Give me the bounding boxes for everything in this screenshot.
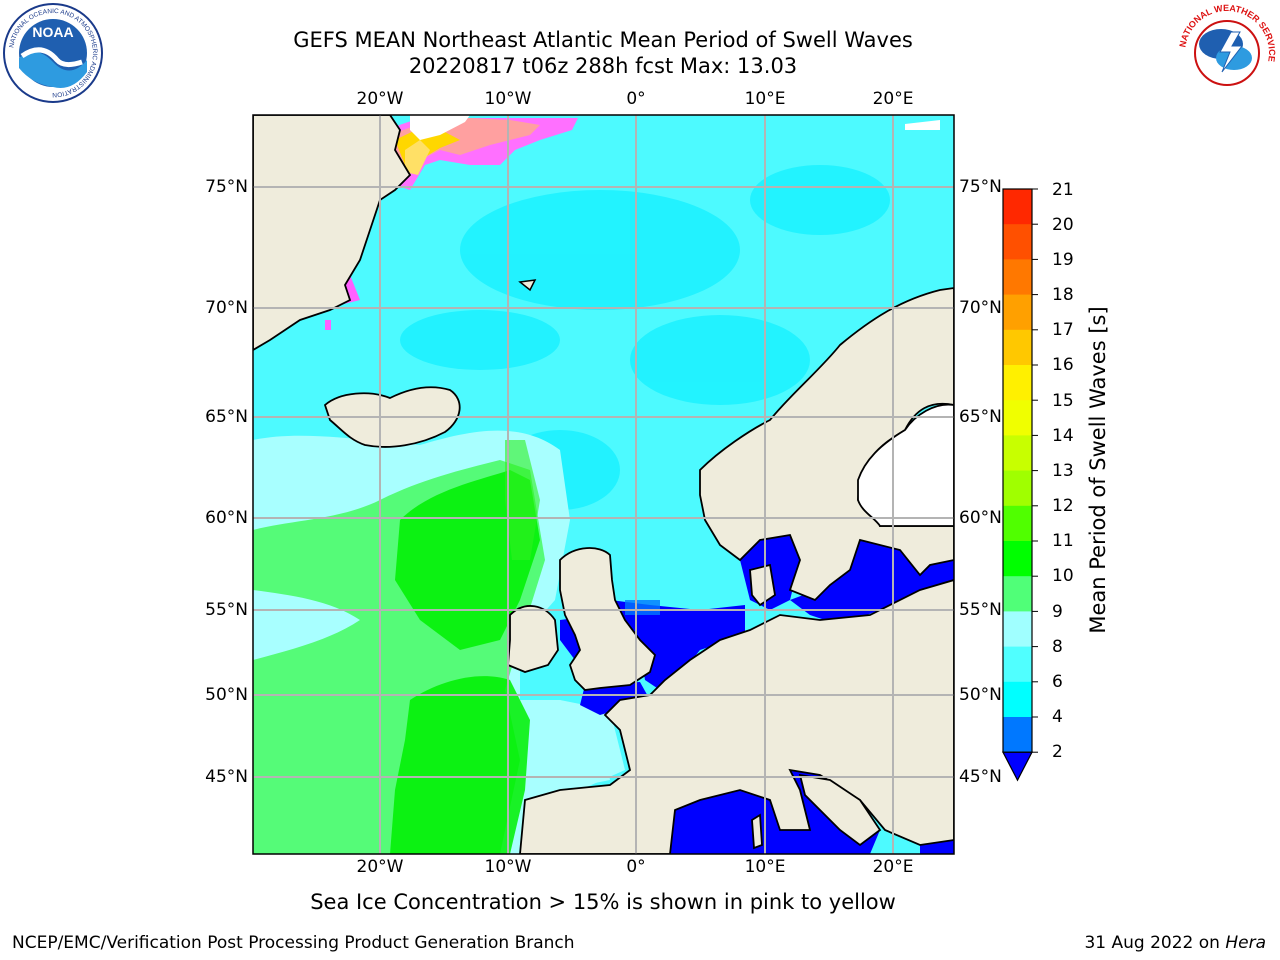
colorbar-segment bbox=[1003, 717, 1032, 753]
colorbar-segment bbox=[1003, 329, 1032, 366]
colorbar-tick-label: 4 bbox=[1052, 707, 1063, 727]
colorbar-tick-label: 12 bbox=[1052, 496, 1074, 516]
noaa-logo-text: NOAA bbox=[32, 24, 73, 40]
colorbar-tick-label: 13 bbox=[1052, 461, 1074, 481]
lon-label-top: 10°E bbox=[744, 89, 786, 109]
colorbar-segment bbox=[1003, 294, 1032, 331]
footer-date-text: 31 Aug 2022 on bbox=[1084, 933, 1226, 953]
colorbar-tick-label: 2 bbox=[1052, 742, 1063, 762]
colorbar-segment bbox=[1003, 505, 1032, 542]
colorbar-tick-label: 8 bbox=[1052, 637, 1063, 657]
graticule bbox=[253, 115, 954, 854]
land-masses bbox=[253, 115, 954, 854]
colorbar-tick-label: 9 bbox=[1052, 602, 1063, 622]
colorbar-tick-label: 17 bbox=[1052, 320, 1074, 340]
footer-credit: NCEP/EMC/Verification Post Processing Pr… bbox=[12, 933, 575, 953]
scandinavia bbox=[699, 287, 954, 602]
lon-label-top: 10°W bbox=[484, 89, 532, 109]
colorbar-tick-label: 16 bbox=[1052, 355, 1074, 375]
swell-region-10-11s bbox=[395, 470, 540, 650]
colorbar-label: Mean Period of Swell Waves [s] bbox=[1086, 306, 1110, 634]
colorbar-segment bbox=[1003, 189, 1032, 225]
lat-label-left: 50°N bbox=[205, 685, 248, 705]
lon-label-bottom: 10°E bbox=[744, 857, 786, 877]
lon-label-bottom: 10°W bbox=[484, 857, 532, 877]
colorbar-tick-label: 11 bbox=[1052, 531, 1074, 551]
colorbar-segment bbox=[1003, 259, 1032, 296]
greenland bbox=[253, 115, 412, 352]
lon-label-top: 20°E bbox=[872, 89, 914, 109]
lat-label-left: 75°N bbox=[205, 177, 248, 197]
colorbar-segment bbox=[1003, 646, 1032, 683]
colorbar-segment bbox=[1003, 224, 1032, 260]
colorbar-segment bbox=[1003, 435, 1032, 472]
colorbar-segment bbox=[1003, 470, 1032, 507]
colorbar-segment bbox=[1003, 541, 1032, 577]
denmark bbox=[749, 563, 776, 607]
colorbar-tick-label: 19 bbox=[1052, 250, 1074, 270]
chart-title: GEFS MEAN Northeast Atlantic Mean Period… bbox=[293, 28, 913, 52]
colorbar-tick-label: 6 bbox=[1052, 672, 1063, 692]
lat-label-right: 55°N bbox=[959, 600, 1002, 620]
colorbar-tick-label: 20 bbox=[1052, 215, 1074, 235]
lon-label-bottom: 20°E bbox=[872, 857, 914, 877]
continental-europe bbox=[519, 579, 954, 854]
lon-label-top: 20°W bbox=[356, 89, 404, 109]
ireland bbox=[507, 605, 559, 673]
great-britain bbox=[559, 547, 657, 691]
colorbar-tick-label: 18 bbox=[1052, 285, 1074, 305]
lat-label-right: 50°N bbox=[959, 685, 1002, 705]
footer-date: 31 Aug 2022 on Hera bbox=[1084, 933, 1266, 953]
lon-label-bottom: 20°W bbox=[356, 857, 404, 877]
colorbar-tick-label: 15 bbox=[1052, 391, 1074, 411]
colorbar-segment bbox=[1003, 365, 1032, 401]
lat-label-right: 45°N bbox=[959, 767, 1002, 787]
nws-logo: NATIONAL WEATHER SERVICE bbox=[1177, 3, 1277, 102]
colorbar bbox=[1002, 188, 1038, 782]
colorbar-segment bbox=[1003, 681, 1032, 718]
colorbar-segment bbox=[1003, 576, 1032, 612]
lat-label-left: 55°N bbox=[205, 600, 248, 620]
colorbar-tick-label: 14 bbox=[1052, 426, 1074, 446]
lon-label-top: 0° bbox=[626, 89, 646, 109]
colorbar-segment bbox=[1003, 400, 1032, 436]
map-area bbox=[253, 115, 954, 854]
lon-label-bottom: 0° bbox=[626, 857, 646, 877]
lat-label-right: 70°N bbox=[959, 298, 1002, 318]
lat-label-right: 75°N bbox=[959, 177, 1002, 197]
lat-label-right: 65°N bbox=[959, 407, 1002, 427]
lat-label-right: 60°N bbox=[959, 508, 1002, 528]
footer-machine: Hera bbox=[1225, 933, 1266, 953]
lat-label-left: 45°N bbox=[205, 767, 248, 787]
sea-ice-caption: Sea Ice Concentration > 15% is shown in … bbox=[310, 890, 896, 914]
colorbar-segment bbox=[1003, 611, 1032, 648]
map-frame bbox=[252, 114, 955, 855]
colorbar-tick-label: 10 bbox=[1052, 566, 1074, 586]
noaa-logo: NOAA NATIONAL OCEANIC AND ATMOSPHERIC AD… bbox=[3, 3, 103, 103]
chart-subtitle: 20220817 t06z 288h fcst Max: 13.03 bbox=[408, 54, 798, 78]
colorbar-tick-label: 21 bbox=[1052, 180, 1074, 200]
lat-label-left: 60°N bbox=[205, 508, 248, 528]
lat-label-left: 65°N bbox=[205, 407, 248, 427]
lat-label-left: 70°N bbox=[205, 298, 248, 318]
colorbar-under-arrow bbox=[1002, 751, 1033, 782]
